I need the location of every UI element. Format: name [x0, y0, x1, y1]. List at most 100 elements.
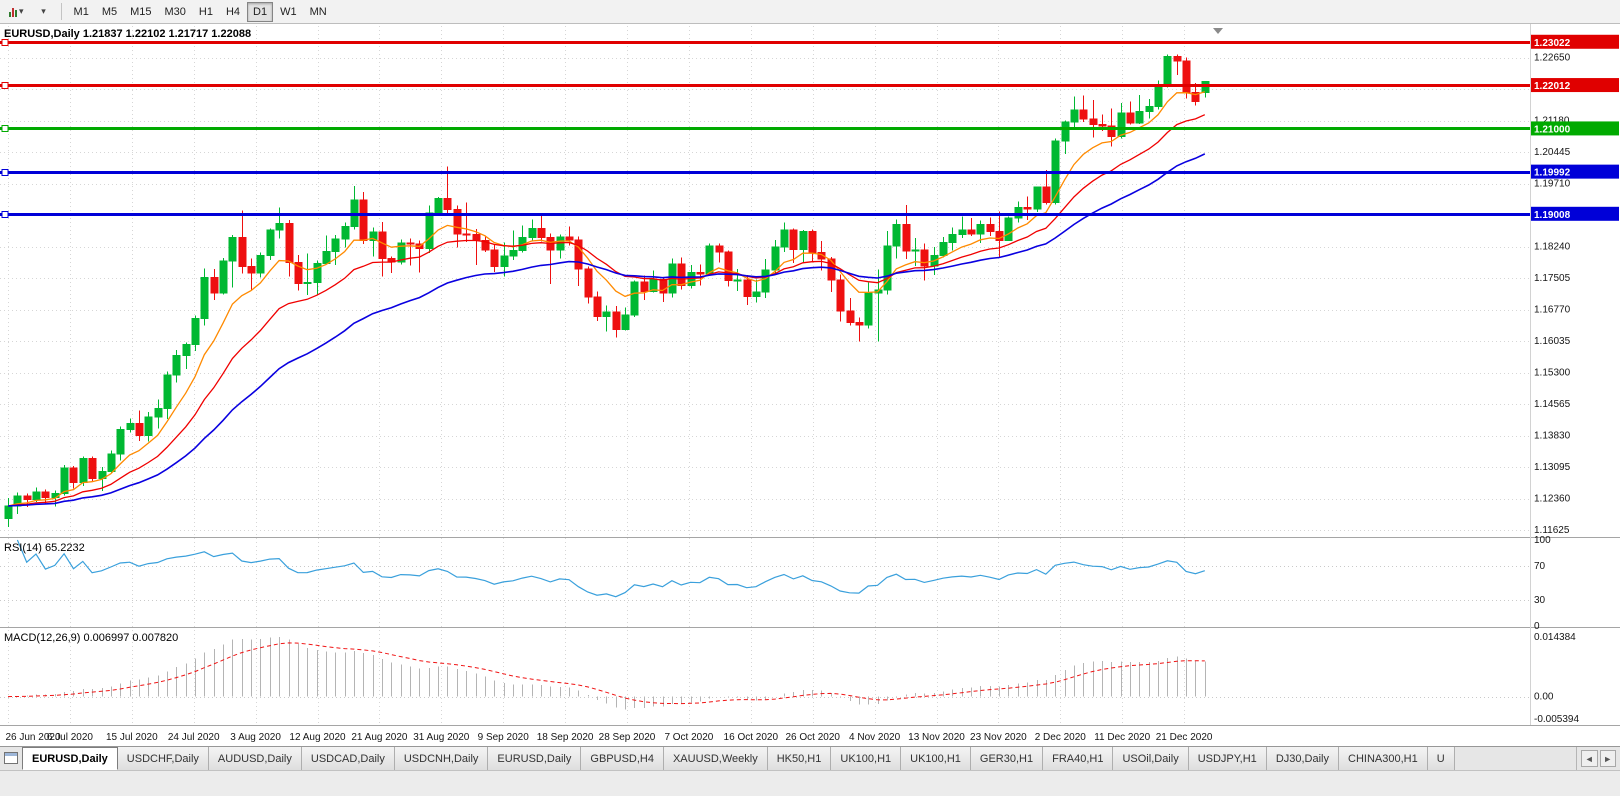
svg-text:1.21000: 1.21000: [1534, 124, 1571, 135]
timeframe-button-m30[interactable]: M30: [159, 2, 192, 22]
tab-scroll-arrows: ◄ ►: [1576, 747, 1620, 770]
toolbar-separator: [60, 3, 62, 20]
tab-scroll-left-button[interactable]: ◄: [1581, 750, 1598, 767]
chevron-down-icon: ▾: [19, 6, 24, 16]
timeframe-button-d1[interactable]: D1: [247, 1, 274, 22]
macd-histogram: [17, 637, 1206, 710]
chart-tab-usdchf-daily[interactable]: USDCHF,Daily: [117, 747, 209, 770]
svg-text:EURUSD,Daily 1.21837 1.22102 1: EURUSD,Daily 1.21837 1.22102 1.21717 1.2…: [4, 28, 251, 40]
svg-text:1.16770: 1.16770: [1534, 305, 1571, 316]
chart-tab-dj30-daily[interactable]: DJ30,Daily: [1266, 747, 1339, 770]
svg-text:1.19710: 1.19710: [1534, 179, 1571, 190]
chart-tab-xauusd-weekly[interactable]: XAUUSD,Weekly: [663, 747, 768, 770]
svg-text:24 Jul 2020: 24 Jul 2020: [168, 732, 220, 743]
svg-text:1.13830: 1.13830: [1534, 431, 1571, 442]
svg-text:1.23022: 1.23022: [1534, 38, 1571, 49]
svg-text:30: 30: [1534, 595, 1546, 606]
chart-canvas[interactable]: 1.226501.219151.211801.204451.197101.189…: [0, 24, 1620, 746]
svg-text:0.00: 0.00: [1534, 692, 1554, 703]
chart-tab-usdcad-daily[interactable]: USDCAD,Daily: [301, 747, 395, 770]
price-line-1.21000[interactable]: [0, 125, 1530, 132]
price-tag-1.23022: 1.23022: [1531, 34, 1619, 49]
timeframe-button-m5[interactable]: M5: [96, 2, 123, 22]
timeframe-button-m15[interactable]: M15: [124, 2, 157, 22]
svg-text:13 Nov 2020: 13 Nov 2020: [908, 732, 965, 743]
svg-text:1.16035: 1.16035: [1534, 336, 1571, 347]
svg-text:1.14565: 1.14565: [1534, 399, 1571, 410]
svg-text:0.014384: 0.014384: [1534, 632, 1576, 643]
svg-text:1.12360: 1.12360: [1534, 494, 1571, 505]
svg-text:12 Aug 2020: 12 Aug 2020: [289, 732, 346, 743]
toolbar: ▾ ▾ M1 M5 M15 M30 H1 H4 D1 W1 MN: [0, 0, 1620, 24]
svg-text:26 Jun 2020: 26 Jun 2020: [5, 732, 60, 743]
svg-text:7 Oct 2020: 7 Oct 2020: [664, 732, 713, 743]
chart-tab-uk100-h1[interactable]: UK100,H1: [901, 747, 971, 770]
price-tag-1.22012: 1.22012: [1531, 78, 1619, 93]
svg-text:1.22012: 1.22012: [1534, 81, 1571, 92]
chart-tab-audusd-daily[interactable]: AUDUSD,Daily: [208, 747, 302, 770]
macd-label: MACD(12,26,9) 0.006997 0.007820: [4, 632, 178, 644]
price-line-1.23022[interactable]: [0, 39, 1530, 46]
svg-text:11 Dec 2020: 11 Dec 2020: [1094, 732, 1150, 743]
chart-tab-bar: EURUSD,Daily USDCHF,Daily AUDUSD,Daily USDC…: [0, 746, 1620, 770]
chart-tab-usdjpy-h1[interactable]: USDJPY,H1: [1188, 747, 1267, 770]
chart-tab-ger30-h1[interactable]: GER30,H1: [970, 747, 1044, 770]
macd-signal-line: [7, 642, 1205, 705]
svg-text:31 Aug 2020: 31 Aug 2020: [413, 732, 470, 743]
timeframe-button-w1[interactable]: W1: [274, 2, 303, 22]
chart-tab-hk50-h1[interactable]: HK50,H1: [767, 747, 832, 770]
status-bar: [0, 770, 1620, 796]
shift-marker-icon[interactable]: [1213, 28, 1223, 34]
svg-text:1.19992: 1.19992: [1534, 168, 1571, 179]
svg-text:2 Dec 2020: 2 Dec 2020: [1035, 732, 1087, 743]
chart-tab-u[interactable]: U: [1427, 747, 1455, 770]
timeframe-button-h1[interactable]: H1: [193, 2, 219, 22]
chart-window: 1.226501.219151.211801.204451.197101.189…: [0, 24, 1620, 746]
svg-text:4 Nov 2020: 4 Nov 2020: [849, 732, 901, 743]
ma-mid-line: [7, 114, 1206, 507]
period-dropdown-button[interactable]: ▾: [31, 2, 55, 22]
svg-text:21 Dec 2020: 21 Dec 2020: [1156, 732, 1213, 743]
svg-text:1.21180: 1.21180: [1534, 116, 1570, 127]
price-tag-1.19992: 1.19992: [1531, 164, 1619, 179]
svg-text:1.22650: 1.22650: [1534, 53, 1571, 64]
chart-tab-gbpusd-h4[interactable]: GBPUSD,H4: [581, 747, 664, 770]
chart-title: EURUSD,Daily 1.21837 1.22102 1.21717 1.2…: [4, 28, 251, 40]
svg-text:1.15300: 1.15300: [1534, 368, 1571, 379]
chart-type-dropdown-button[interactable]: ▾: [3, 2, 30, 22]
chart-tab-usdcnh-daily[interactable]: USDCNH,Daily: [394, 747, 489, 770]
timeframe-button-h4[interactable]: H4: [220, 2, 246, 22]
timeframe-button-m1[interactable]: M1: [68, 2, 95, 22]
svg-text:1.20445: 1.20445: [1534, 147, 1571, 158]
chart-tab-uk100-h1[interactable]: UK100,H1: [831, 747, 902, 770]
price-line-1.19008[interactable]: [0, 211, 1530, 218]
svg-text:3 Aug 2020: 3 Aug 2020: [230, 732, 281, 743]
svg-text:0: 0: [1534, 621, 1540, 632]
chart-tab-eurusd-daily[interactable]: EURUSD,Daily: [22, 747, 118, 770]
chart-tab-eurusd-daily[interactable]: EURUSD,Daily: [488, 747, 582, 770]
price-tag-1.19008: 1.19008: [1531, 206, 1619, 221]
svg-text:21 Aug 2020: 21 Aug 2020: [351, 732, 408, 743]
svg-text:9 Sep 2020: 9 Sep 2020: [478, 732, 530, 743]
tab-scroll-right-button[interactable]: ►: [1599, 750, 1616, 767]
svg-text:26 Oct 2020: 26 Oct 2020: [785, 732, 840, 743]
chart-tab-usoil-daily[interactable]: USOil,Daily: [1113, 747, 1189, 770]
timeframe-button-mn[interactable]: MN: [304, 2, 333, 22]
price-line-1.19992[interactable]: [0, 169, 1530, 176]
svg-text:1.11625: 1.11625: [1534, 525, 1570, 536]
chart-tab-fra40-h1[interactable]: FRA40,H1: [1043, 747, 1114, 770]
svg-text:70: 70: [1534, 561, 1546, 572]
svg-text:1.13095: 1.13095: [1534, 462, 1571, 473]
svg-text:1.18240: 1.18240: [1534, 242, 1571, 253]
svg-text:16 Oct 2020: 16 Oct 2020: [724, 732, 779, 743]
chart-tab-china300-h1[interactable]: CHINA300,H1: [1339, 747, 1428, 770]
price-line-1.22012[interactable]: [0, 82, 1530, 89]
chart-tabs: EURUSD,Daily USDCHF,Daily AUDUSD,Daily USDC…: [22, 747, 1455, 770]
svg-text:23 Nov 2020: 23 Nov 2020: [970, 732, 1027, 743]
svg-text:MACD(12,26,9) 0.006997 0.00782: MACD(12,26,9) 0.006997 0.007820: [4, 632, 178, 644]
chart-window-icon: [4, 752, 18, 764]
svg-text:-0.005394: -0.005394: [1534, 714, 1579, 725]
svg-text:1.17505: 1.17505: [1534, 273, 1571, 284]
price-tag-1.21000: 1.21000: [1531, 121, 1619, 136]
